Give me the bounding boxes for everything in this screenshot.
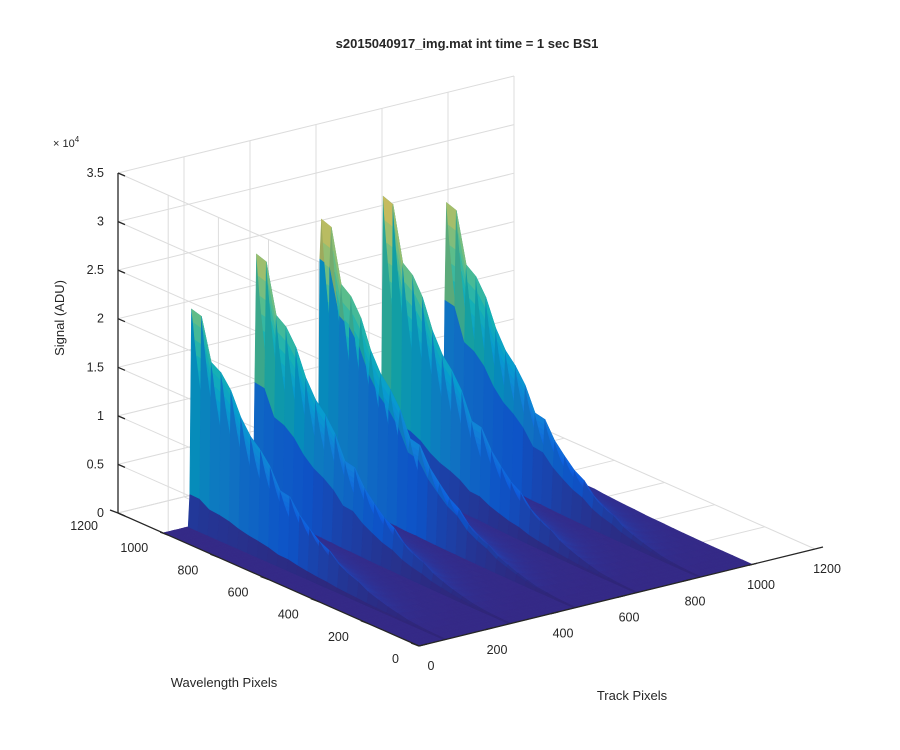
- grid-line: [513, 415, 816, 550]
- surface-patch: [531, 445, 544, 505]
- surface-patch: [511, 412, 524, 496]
- surface-patch: [187, 493, 201, 532]
- surface-patch: [311, 467, 325, 539]
- surface-patch: [341, 504, 354, 553]
- surface-mesh: [162, 195, 754, 647]
